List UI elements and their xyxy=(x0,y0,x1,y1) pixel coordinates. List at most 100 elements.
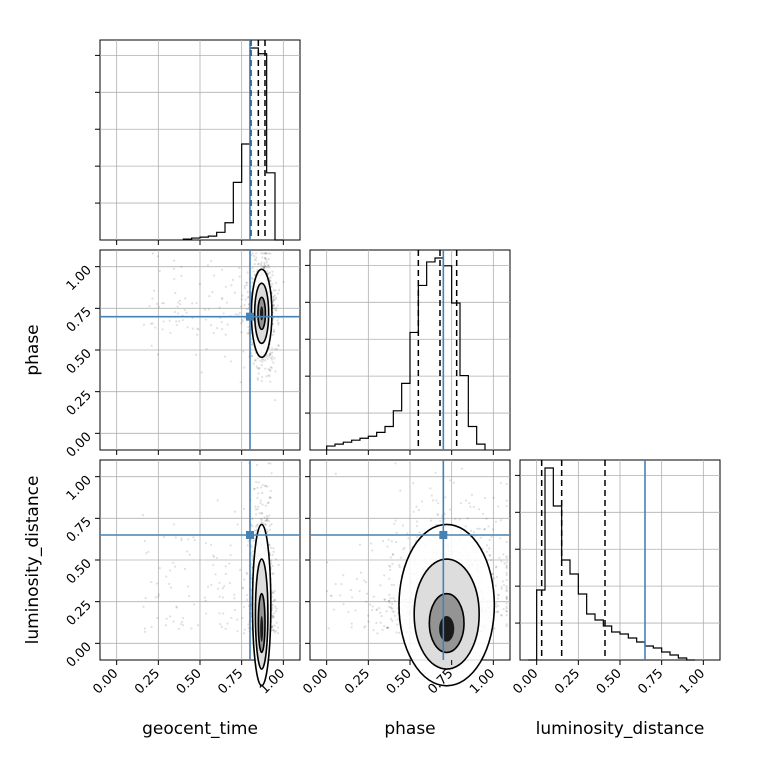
scatter-point xyxy=(375,621,378,625)
scatter-point xyxy=(443,513,446,516)
scatter-point xyxy=(268,528,271,531)
scatter-point xyxy=(272,616,275,619)
scatter-point xyxy=(388,601,391,604)
scatter-point xyxy=(272,303,276,307)
scatter-point xyxy=(206,264,210,267)
scatter-point xyxy=(198,283,202,286)
scatter-point xyxy=(437,502,440,505)
scatter-point xyxy=(334,472,337,475)
scatter-point xyxy=(212,555,216,558)
scatter-point xyxy=(180,539,183,542)
scatter-point xyxy=(250,343,253,346)
scatter-point xyxy=(181,624,185,627)
scatter-point xyxy=(226,323,229,326)
scatter-point xyxy=(271,603,274,606)
scatter-point xyxy=(246,572,249,575)
scatter-point xyxy=(452,481,455,484)
truth-marker xyxy=(246,312,254,321)
scatter-point xyxy=(240,331,243,334)
scatter-point xyxy=(179,303,182,306)
scatter-point xyxy=(272,296,275,299)
scatter-point xyxy=(245,284,248,287)
scatter-point xyxy=(358,543,362,546)
scatter-point xyxy=(224,565,227,568)
scatter-point xyxy=(276,292,279,295)
scatter-point xyxy=(505,589,508,592)
scatter-point xyxy=(143,540,146,543)
scatter-point xyxy=(188,553,191,556)
scatter-point xyxy=(495,610,498,613)
ticks xyxy=(95,54,284,245)
scatter-point xyxy=(204,318,207,321)
scatter-point xyxy=(392,610,396,613)
scatter-point xyxy=(218,306,221,309)
scatter-point xyxy=(387,599,390,603)
scatter-point xyxy=(176,312,180,315)
scatter-point xyxy=(183,308,186,312)
scatter-point xyxy=(168,582,171,586)
scatter-point xyxy=(270,562,273,565)
scatter-point xyxy=(269,380,272,383)
marks xyxy=(326,250,486,450)
scatter-point xyxy=(262,267,265,270)
scatter-point xyxy=(209,543,213,546)
scatter-point xyxy=(469,529,473,532)
scatter-point xyxy=(264,484,267,488)
scatter-point xyxy=(186,550,189,553)
scatter-point xyxy=(263,266,266,270)
scatter-point xyxy=(259,499,262,502)
scatter-point xyxy=(188,595,191,598)
scatter-point xyxy=(271,358,274,361)
scatter-point xyxy=(273,624,276,627)
scatter-point xyxy=(388,593,391,597)
scatter-point xyxy=(262,252,265,255)
scatter-point xyxy=(273,357,276,360)
scatter-point xyxy=(266,270,269,273)
scatter-point xyxy=(282,280,285,284)
scatter-point xyxy=(272,629,275,632)
scatter-point xyxy=(339,594,342,597)
scatter-point xyxy=(261,358,264,361)
scatter-point xyxy=(252,540,255,543)
scatter-point xyxy=(388,568,392,572)
scatter-point xyxy=(490,535,493,539)
scatter-point xyxy=(252,362,255,365)
x-tick-label: 0.25 xyxy=(342,666,373,697)
scatter-point xyxy=(505,585,508,588)
scatter-point xyxy=(240,322,243,325)
scatter-point xyxy=(205,612,208,615)
scatter-point xyxy=(251,267,254,270)
scatter-point xyxy=(359,571,363,574)
scatter-point xyxy=(239,381,242,384)
scatter-point xyxy=(497,594,501,597)
scatter-point xyxy=(347,610,350,614)
scatter-point xyxy=(332,608,335,611)
scatter-point xyxy=(242,605,246,609)
scatter-point xyxy=(175,320,178,323)
scatter-point xyxy=(156,255,159,258)
scatter-point xyxy=(268,514,271,517)
scatter-point xyxy=(257,372,260,375)
scatter-point xyxy=(250,545,253,548)
scatter-point xyxy=(434,471,437,474)
scatter-point xyxy=(387,626,390,630)
scatter-point xyxy=(191,327,194,330)
scatter-point xyxy=(220,320,223,324)
scatter-point xyxy=(250,253,253,256)
scatter-point xyxy=(274,298,277,301)
scatter-point xyxy=(250,577,253,580)
scatter-point xyxy=(391,562,394,566)
x-tick-label: 0.50 xyxy=(384,666,415,697)
scatter-point xyxy=(276,319,279,322)
scatter-point xyxy=(269,279,272,282)
scatter-point xyxy=(505,610,508,613)
scatter-point xyxy=(270,625,274,628)
x-tick-label: 0.50 xyxy=(594,666,625,697)
scatter-point xyxy=(186,585,190,588)
scatter-point xyxy=(386,545,389,548)
scatter-point xyxy=(141,513,145,517)
scatter-point xyxy=(271,606,274,610)
scatter-point xyxy=(505,607,508,610)
scatter-point xyxy=(459,502,462,505)
scatter-point xyxy=(272,599,275,603)
